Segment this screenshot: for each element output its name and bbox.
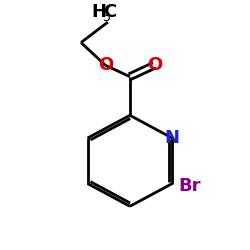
Text: O: O (147, 56, 162, 74)
Text: C: C (103, 3, 117, 21)
Text: N: N (165, 129, 180, 147)
Text: H: H (92, 3, 107, 21)
Text: Br: Br (178, 177, 201, 195)
Text: 3: 3 (102, 11, 110, 24)
Text: O: O (98, 56, 113, 74)
